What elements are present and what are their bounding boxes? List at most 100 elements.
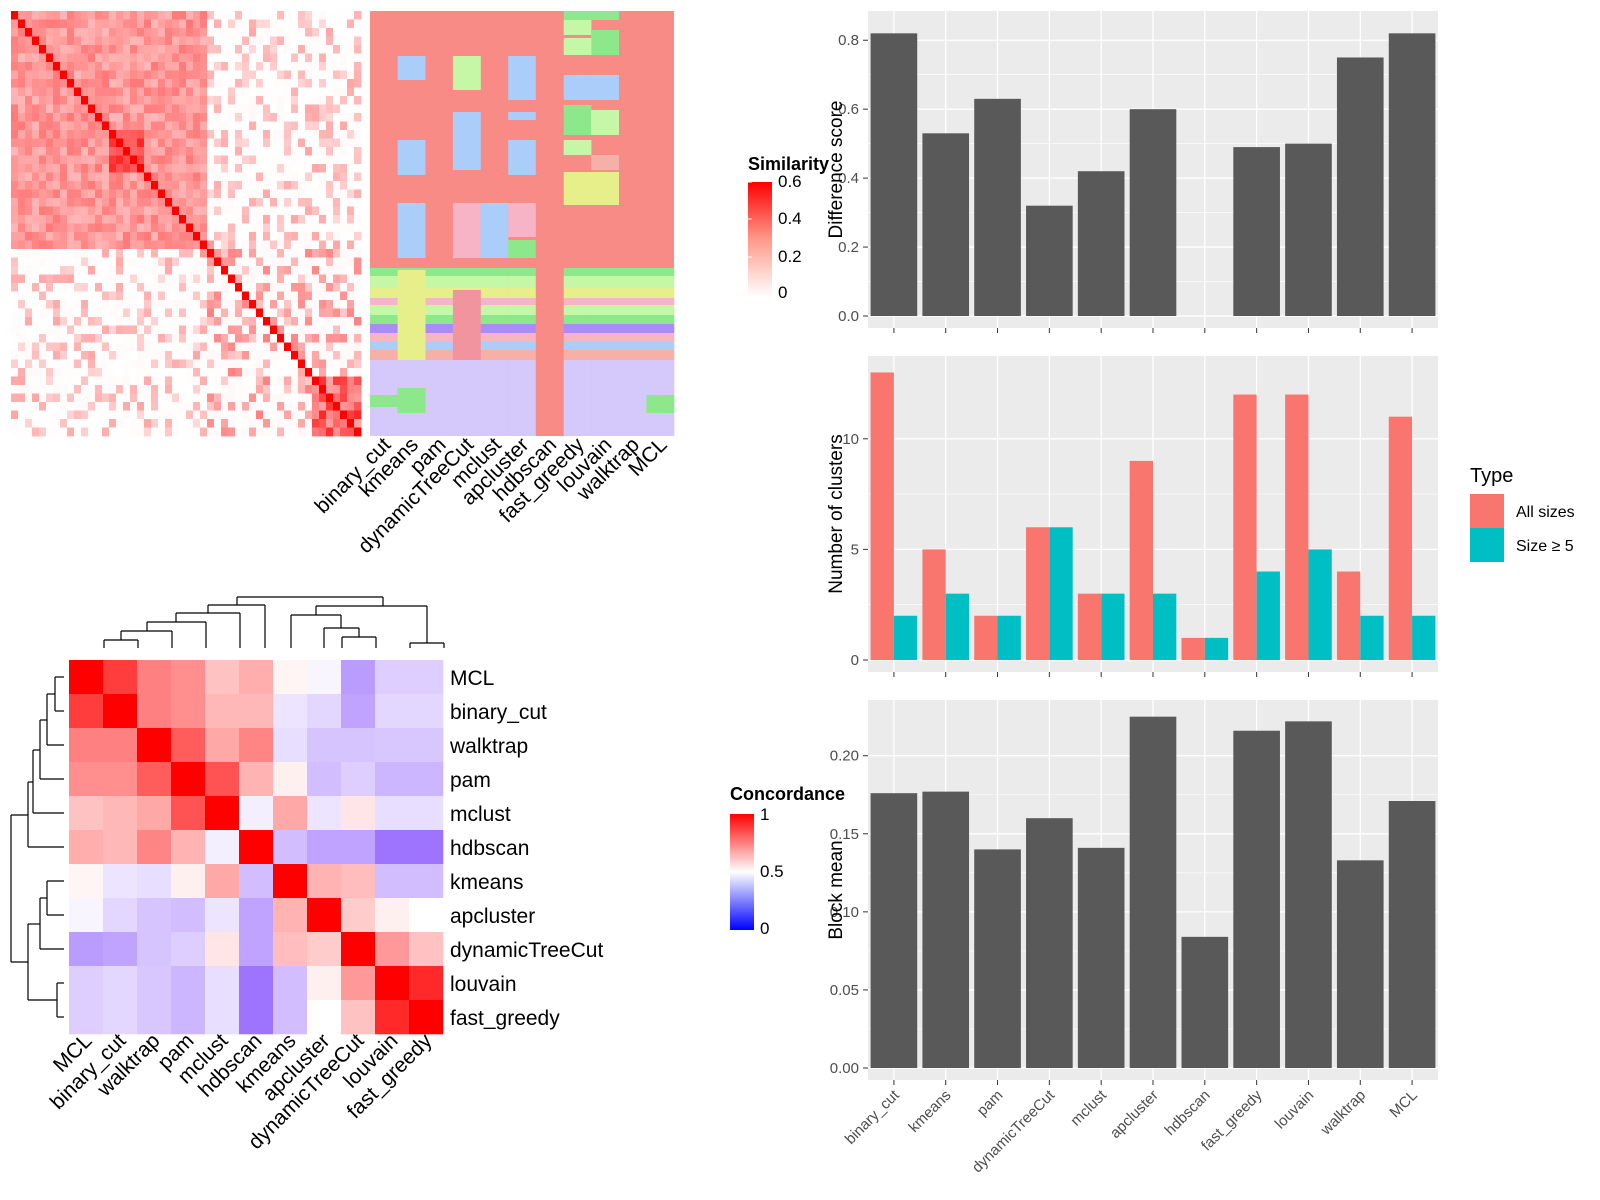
similarity-cell	[333, 283, 341, 292]
similarity-cell	[326, 334, 334, 343]
similarity-cell	[305, 249, 313, 258]
similarity-cell	[263, 11, 271, 20]
similarity-cell	[179, 28, 187, 37]
similarity-cell	[116, 79, 124, 88]
similarity-cell	[144, 300, 152, 309]
similarity-cell	[207, 402, 215, 411]
classification-block	[591, 11, 619, 20]
concordance-cell	[409, 966, 444, 1001]
concordance-cell	[205, 728, 240, 763]
similarity-cell	[25, 11, 33, 20]
similarity-cell	[326, 393, 334, 403]
similarity-cell	[39, 96, 47, 105]
similarity-cell	[172, 172, 180, 182]
similarity-cell	[60, 130, 68, 139]
similarity-cell	[340, 291, 348, 301]
similarity-cell	[130, 232, 138, 241]
similarity-cell	[228, 62, 236, 71]
similarity-cell	[74, 427, 82, 437]
bar-difference-score	[1336, 57, 1384, 317]
concordance-cell	[375, 762, 410, 797]
similarity-cell	[249, 79, 257, 88]
similarity-cell	[347, 300, 355, 309]
similarity-cell	[305, 334, 313, 343]
similarity-cell	[46, 402, 54, 411]
similarity-cell	[123, 325, 131, 335]
similarity-cell	[207, 130, 215, 139]
similarity-cell	[186, 308, 194, 318]
concordance-cell	[375, 728, 410, 763]
similarity-cell	[333, 266, 341, 275]
similarity-cell	[277, 36, 285, 46]
similarity-cell	[130, 19, 138, 29]
similarity-cell	[298, 11, 306, 20]
similarity-cell	[256, 410, 264, 420]
similarity-cell	[53, 96, 61, 105]
similarity-legend-tick-label: 0.6	[778, 172, 802, 191]
similarity-cell	[277, 198, 285, 207]
similarity-cell	[228, 385, 236, 394]
similarity-cell	[158, 130, 166, 139]
similarity-cell	[32, 257, 40, 267]
similarity-cell	[123, 402, 131, 411]
similarity-cell	[354, 419, 362, 428]
similarity-cell	[263, 419, 271, 428]
similarity-cell	[18, 96, 26, 105]
similarity-cell	[256, 257, 264, 267]
similarity-cell	[172, 147, 180, 156]
similarity-cell	[312, 283, 320, 292]
similarity-cell	[354, 121, 362, 131]
similarity-cell	[32, 427, 40, 437]
similarity-cell	[228, 215, 236, 224]
similarity-cell	[123, 181, 131, 190]
similarity-cell	[221, 28, 229, 37]
similarity-cell	[235, 308, 243, 318]
similarity-cell	[67, 28, 75, 37]
similarity-cell	[11, 334, 19, 343]
classification-block	[508, 342, 537, 350]
concordance-column-labels: MCLbinary_cutwalktrappammclusthdbscankme…	[46, 1029, 437, 1154]
similarity-cell	[81, 164, 89, 173]
similarity-cell	[46, 368, 54, 377]
similarity-cell	[284, 393, 292, 403]
similarity-cell	[11, 164, 19, 173]
similarity-cell	[277, 393, 285, 403]
similarity-cell	[116, 342, 124, 352]
similarity-cell	[130, 181, 138, 190]
similarity-cell	[81, 393, 89, 403]
similarity-cell	[130, 121, 138, 131]
similarity-cell	[291, 130, 299, 139]
similarity-cell	[214, 45, 222, 54]
similarity-cell	[256, 164, 264, 173]
similarity-cell	[144, 198, 152, 207]
similarity-cell	[242, 53, 250, 63]
similarity-cell	[242, 62, 250, 71]
concordance-cell	[273, 694, 308, 729]
similarity-cell	[256, 96, 264, 105]
similarity-cell	[333, 87, 341, 97]
similarity-cell	[165, 215, 173, 224]
similarity-cell	[25, 164, 33, 173]
similarity-cell	[179, 368, 187, 377]
similarity-cell	[116, 70, 124, 80]
similarity-cell	[144, 215, 152, 224]
similarity-cell	[214, 232, 222, 241]
bar-size-ge5	[1153, 593, 1177, 660]
similarity-cell	[249, 155, 257, 165]
similarity-cell	[88, 189, 96, 199]
similarity-cell	[242, 206, 250, 216]
similarity-cell	[305, 351, 313, 360]
similarity-cell	[193, 308, 201, 318]
similarity-cell	[284, 300, 292, 309]
similarity-cell	[46, 206, 54, 216]
similarity-cell	[88, 419, 96, 428]
similarity-cell	[333, 385, 341, 394]
similarity-cell	[67, 215, 75, 224]
similarity-cell	[312, 113, 320, 122]
similarity-cell	[165, 70, 173, 80]
similarity-cell	[109, 385, 117, 394]
similarity-cell	[340, 385, 348, 394]
similarity-cell	[193, 325, 201, 335]
similarity-cell	[242, 96, 250, 105]
similarity-cell	[81, 96, 89, 105]
